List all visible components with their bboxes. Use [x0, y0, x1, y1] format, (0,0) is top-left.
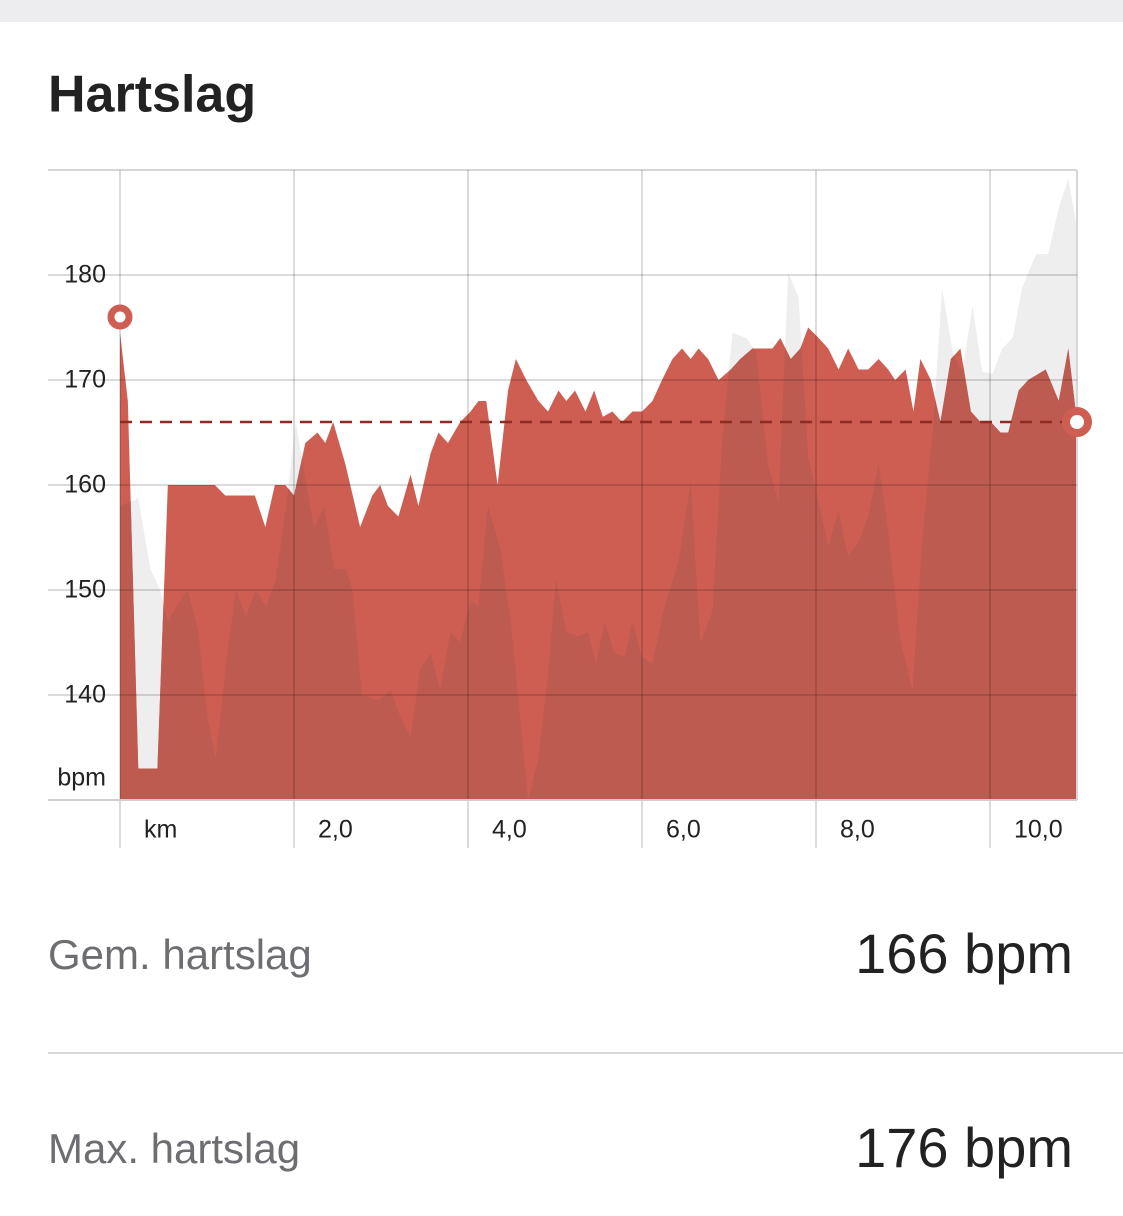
- y-axis-label: bpm: [57, 764, 106, 792]
- chart: 140 150 160 170 180 bpm km 2,0 4,0 6,0 8,0 10,0: [48, 169, 1092, 848]
- y-tick-label: 170: [64, 366, 106, 394]
- average-marker: [1062, 407, 1092, 437]
- x-tick-label: 4,0: [492, 816, 527, 844]
- x-tick-label: 2,0: [318, 816, 353, 844]
- section-title: Hartslag: [48, 66, 256, 124]
- stat-label: Gem. hartslag: [48, 931, 312, 978]
- max-marker: [107, 304, 133, 330]
- stat-value: 166 bpm: [855, 922, 1073, 985]
- stat-label: Max. hartslag: [48, 1125, 300, 1172]
- y-tick-label: 160: [64, 471, 106, 499]
- y-tick-label: 140: [64, 681, 106, 709]
- x-tick-label: km: [144, 816, 177, 844]
- y-tick-label: 180: [64, 261, 106, 289]
- x-tick-label: 6,0: [666, 816, 701, 844]
- x-tick-label: 10,0: [1014, 816, 1063, 844]
- overlap-area: [120, 327, 1077, 800]
- x-tick-label: 8,0: [840, 816, 875, 844]
- y-tick-label: 150: [64, 576, 106, 604]
- top-bar: [0, 0, 1123, 22]
- stat-value: 176 bpm: [855, 1116, 1073, 1179]
